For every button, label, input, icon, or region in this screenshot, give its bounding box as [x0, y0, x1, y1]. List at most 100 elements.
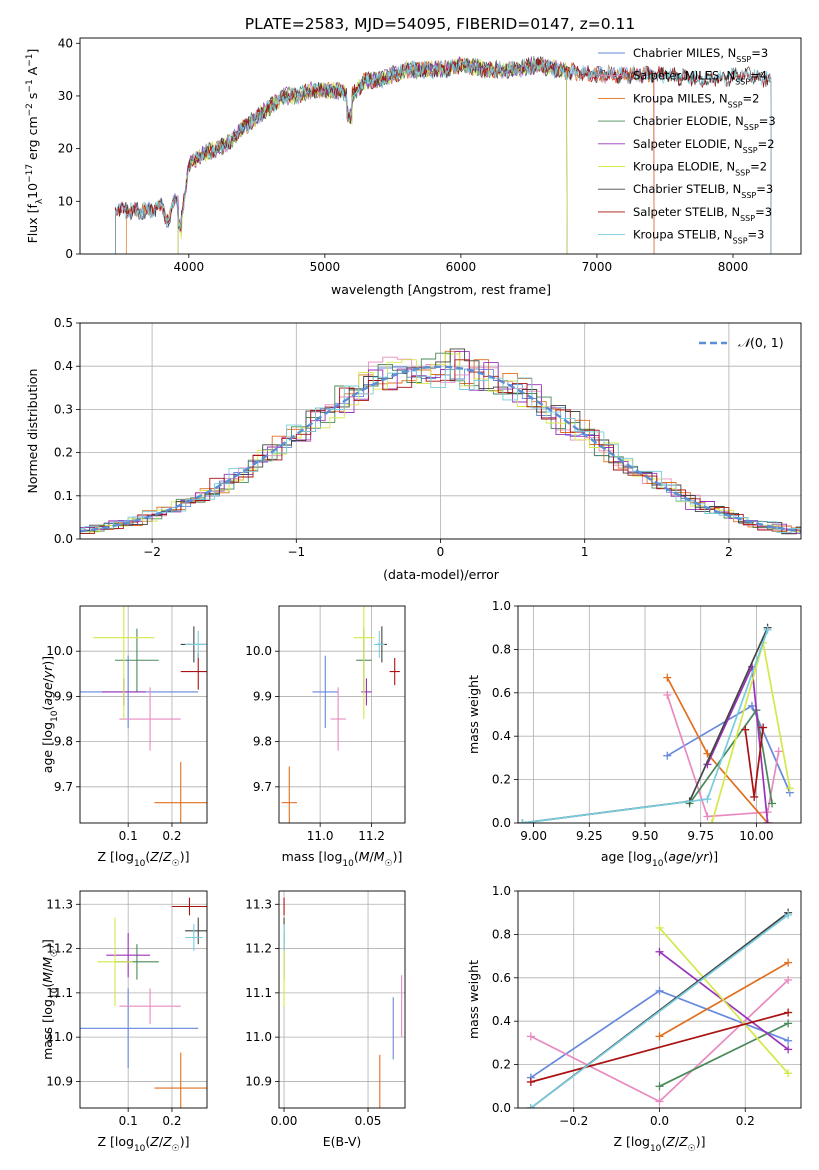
age-vs-Z-plot-area — [80, 606, 207, 823]
age-vs-mass-plot-area — [281, 606, 400, 823]
legend-entry: Kroupa STELIB, NSSP=3 — [633, 228, 764, 246]
errorbar-salpeter-miles — [119, 687, 181, 751]
mass-weight-vs-age-plot-area — [518, 623, 794, 823]
errorbar-kroupa-elodie — [353, 606, 375, 720]
x-tick-label: 9.75 — [687, 829, 714, 843]
y-tick-label: 0.0 — [492, 816, 511, 830]
mass-vs-EBV-plot-area — [283, 897, 403, 1108]
x-tick-label: 0.2 — [162, 1114, 181, 1128]
x-tick-label: −0.2 — [559, 1114, 588, 1128]
x-axis-label: Z [log10(Z/Z☉)] — [97, 1134, 189, 1154]
x-axis-label: E(B-V) — [323, 1134, 362, 1149]
x-tick-label: 9.50 — [632, 829, 659, 843]
mass-vs-Z-frame — [79, 890, 208, 1109]
x-tick-label: 0.0 — [650, 1114, 669, 1128]
errorbar-salpeter-miles — [119, 988, 181, 1024]
series-line — [530, 914, 789, 1108]
spectrum-plot-area — [115, 55, 772, 254]
y-tick-label: 11.3 — [245, 897, 272, 911]
y-tick-label: 10.9 — [46, 1074, 73, 1088]
mass-weight-kroupa-stelib — [518, 625, 772, 823]
y-axis-label: Flux [fλ10−17 erg cm−2 s−1 A−1] — [25, 49, 45, 244]
mass-weight-vs-Z-frame — [517, 890, 802, 1109]
mass-weight-salpeter-stelib — [741, 723, 768, 801]
spectrum-frame — [79, 37, 802, 255]
errorbar-kroupa-elodie — [97, 917, 133, 1007]
y-tick-label: 0.1 — [54, 489, 73, 503]
y-tick-label: 30 — [58, 89, 73, 103]
y-axis-label: mass [log10(M/M☉)] — [40, 939, 60, 1060]
y-tick-label: 0.6 — [492, 971, 511, 985]
y-tick-label: 0.8 — [492, 927, 511, 941]
x-tick-label: 1 — [581, 545, 589, 559]
errorbar-chabrier-miles — [80, 988, 199, 1069]
x-tick-label: 0 — [437, 545, 445, 559]
y-tick-label: 0.0 — [492, 1101, 511, 1115]
x-tick-label: 9.25 — [576, 829, 603, 843]
legend-entry: Chabrier STELIB, NSSP=3 — [633, 182, 773, 200]
y-tick-label: 9.8 — [253, 735, 272, 749]
y-tick-label: 10.0 — [245, 644, 272, 658]
series-line — [666, 694, 780, 818]
y-tick-label: 11.1 — [245, 986, 272, 1000]
mass-vs-Z-plot-area — [80, 897, 207, 1108]
legend-entry: Salpeter STELIB, NSSP=3 — [633, 205, 772, 223]
y-tick-label: 11.2 — [46, 942, 73, 956]
x-tick-label: 7000 — [582, 260, 613, 274]
errorbar-kroupa-stelib — [185, 924, 203, 951]
y-tick-label: 1.0 — [492, 599, 511, 613]
y-tick-label: 40 — [58, 36, 73, 50]
y-tick-label: 0.2 — [492, 773, 511, 787]
x-axis-label: Z [log10(Z/Z☉)] — [613, 1134, 705, 1154]
y-axis-label: age [log10(age/yr)] — [40, 656, 60, 773]
y-tick-label: 0.8 — [492, 642, 511, 656]
y-tick-label: 10.9 — [245, 1074, 272, 1088]
legend-entry: Kroupa MILES, NSSP=2 — [633, 91, 759, 109]
x-tick-label: 9.00 — [520, 829, 547, 843]
y-tick-label: 9.8 — [54, 735, 73, 749]
y-tick-label: 9.7 — [253, 780, 272, 794]
y-tick-label: 11.0 — [46, 1030, 73, 1044]
legend-entry: Chabrier MILES, NSSP=3 — [633, 46, 768, 64]
errorbar-salpeter-elodie — [361, 678, 372, 706]
series-line — [658, 927, 789, 1074]
errorbar-kroupa-elodie — [93, 606, 155, 720]
x-tick-label: 11.2 — [358, 829, 385, 843]
mass-weight-kroupa-elodie — [655, 923, 793, 1078]
errorbar-chabrier-elodie — [115, 628, 159, 692]
x-tick-label: 10.00 — [739, 829, 773, 843]
spectrum-line-chabrier-stelib — [115, 55, 772, 254]
mass-vs-EBV-frame — [278, 890, 406, 1109]
residuals-plot-area — [80, 348, 801, 535]
y-tick-label: 9.9 — [54, 689, 73, 703]
spectrum-axes — [76, 42, 734, 258]
y-tick-label: 20 — [58, 142, 73, 156]
x-axis-label: Z [log10(Z/Z☉)] — [97, 849, 189, 869]
y-tick-label: 11.2 — [245, 942, 272, 956]
y-tick-label: 0.4 — [54, 359, 73, 373]
figure-title: PLATE=2583, MJD=54095, FIBERID=0147, z=0… — [245, 15, 635, 33]
x-axis-label: wavelength [Angstrom, rest frame] — [331, 282, 551, 297]
x-axis-label: age [log10(age/yr)] — [601, 849, 718, 869]
x-tick-label: 0.2 — [736, 1114, 755, 1128]
x-tick-label: 0.00 — [271, 1114, 298, 1128]
errorbar-kroupa-miles — [281, 766, 297, 823]
y-tick-label: 9.7 — [54, 780, 73, 794]
y-axis-label: mass weight — [466, 675, 481, 754]
y-tick-label: 0.2 — [492, 1058, 511, 1072]
legend-entry: Salpeter MILES, NSSP=4 — [633, 69, 767, 87]
y-tick-label: 0.4 — [492, 729, 511, 743]
y-axis-label: Normed distribution — [25, 369, 40, 494]
errorbar-kroupa-miles — [154, 761, 207, 823]
x-axis-label: (data-model)/error — [383, 567, 500, 582]
errorbar-chabrier-miles — [312, 655, 339, 729]
x-tick-label: 11.0 — [307, 829, 334, 843]
age-vs-Z-frame — [79, 605, 208, 824]
mass-weight-kroupa-stelib — [526, 910, 793, 1108]
errorbar-salpeter-miles — [330, 687, 346, 751]
mass-weight-vs-age-frame — [517, 605, 802, 824]
errorbar-salpeter-stelib — [180, 653, 207, 690]
y-tick-label: 10 — [58, 194, 73, 208]
x-tick-label: 0.05 — [355, 1114, 382, 1128]
y-tick-label: 0.2 — [54, 446, 73, 460]
